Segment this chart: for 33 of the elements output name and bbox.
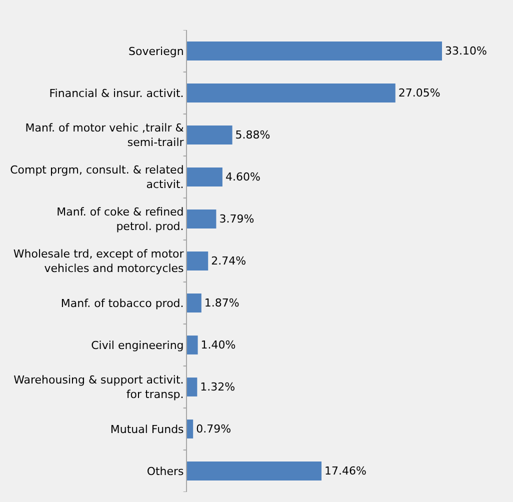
bar [187, 420, 194, 438]
y-tick-label: Civil engineering [91, 338, 184, 352]
data-label: 2.74% [211, 254, 246, 268]
y-tick-label: Manf. of motor vehic ,trailr & semi-trailr [25, 122, 184, 149]
bar [187, 462, 322, 480]
y-tick-label: Financial & insur. activit. [49, 86, 184, 100]
bar [187, 126, 232, 144]
bar [187, 42, 442, 60]
data-label: 4.60% [225, 170, 260, 184]
data-label: 1.87% [204, 296, 240, 310]
y-tick-label: Manf. of tobacco prod. [60, 296, 184, 310]
data-label: 5.88% [235, 128, 270, 142]
y-tick-label: Mutual Funds [110, 422, 184, 436]
data-label: 1.32% [200, 380, 236, 394]
y-tick-label: Others [146, 464, 184, 478]
bar [187, 210, 216, 228]
data-label: 3.79% [219, 212, 254, 226]
y-tick-label: Wholesale trd, except of motor vehicles and motorcycles [13, 248, 184, 275]
bar [187, 336, 198, 354]
bar [187, 252, 208, 270]
y-tick-label: Soveriegn [128, 44, 184, 58]
bar [187, 294, 202, 312]
data-label: 33.10% [445, 44, 487, 58]
data-label: 27.05% [398, 86, 440, 100]
y-tick-label: Warehousing & support activit. for transp. [14, 374, 184, 401]
data-label: 17.46% [324, 464, 366, 478]
bar [187, 168, 222, 186]
bar [187, 378, 198, 396]
y-tick-label: Compt prgm, consult. & related activit. [10, 164, 184, 191]
bar [187, 84, 396, 102]
y-tick-label: Manf. of coke & refined petrol. prod. [56, 206, 184, 233]
data-label: 1.40% [200, 338, 236, 352]
data-label: 0.79% [196, 422, 232, 436]
